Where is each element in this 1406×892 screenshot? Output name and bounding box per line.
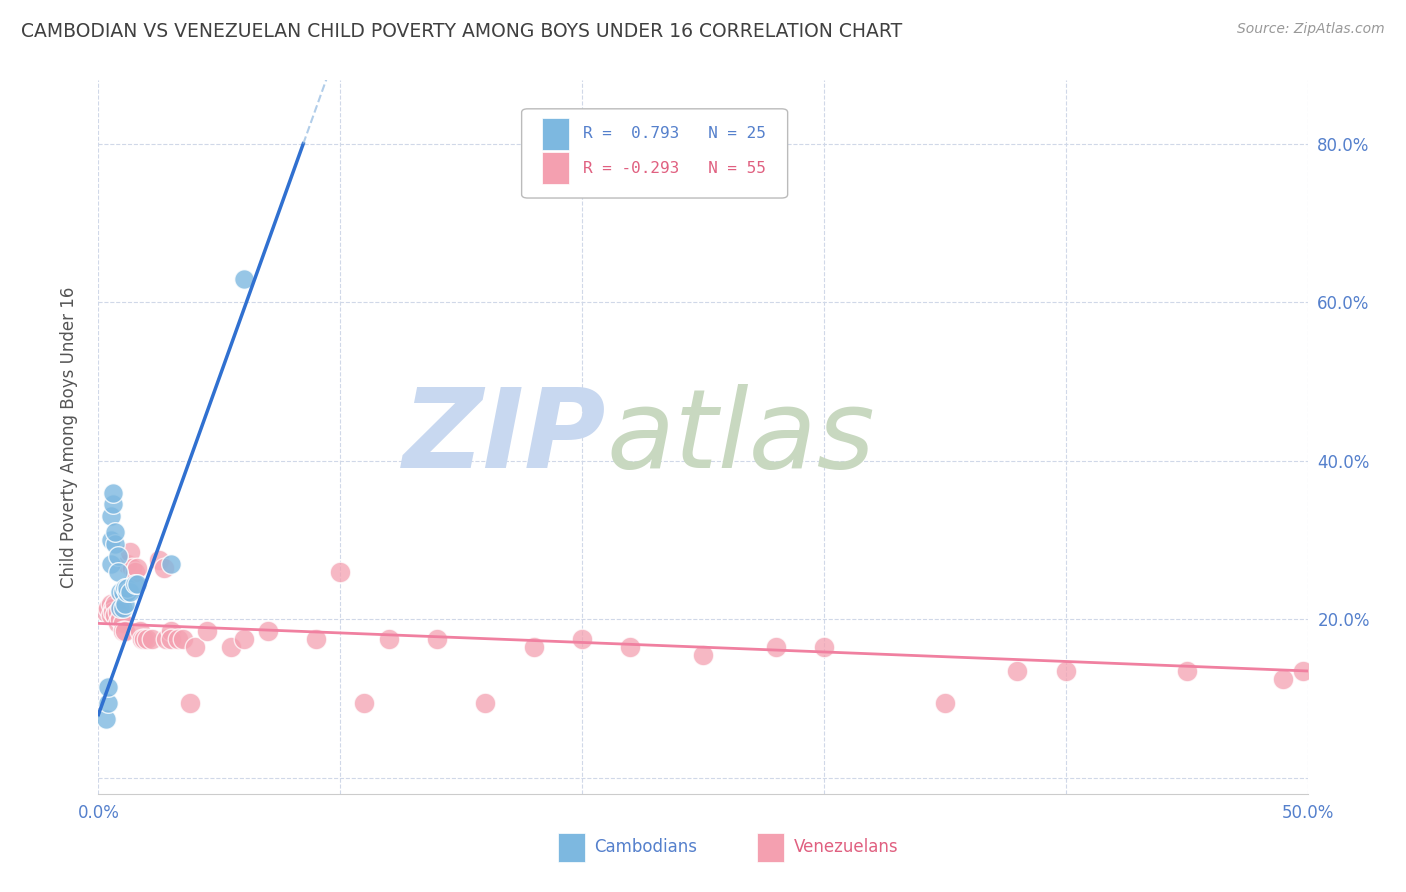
Point	[101, 485, 124, 500]
Point	[571, 632, 593, 647]
Point	[104, 597, 127, 611]
Point	[134, 632, 156, 647]
FancyBboxPatch shape	[758, 833, 785, 862]
Point	[101, 498, 124, 512]
Point	[94, 712, 117, 726]
Point	[148, 553, 170, 567]
Point	[155, 632, 177, 647]
Point	[127, 576, 149, 591]
Point	[377, 632, 399, 647]
Point	[256, 624, 278, 639]
Point	[117, 584, 139, 599]
Point	[114, 624, 136, 639]
Point	[107, 616, 129, 631]
Point	[100, 557, 122, 571]
FancyBboxPatch shape	[522, 109, 787, 198]
Point	[426, 632, 449, 647]
Point	[353, 696, 375, 710]
Point	[1054, 664, 1077, 678]
Point	[104, 608, 127, 623]
Point	[160, 624, 183, 639]
Point	[97, 600, 120, 615]
FancyBboxPatch shape	[543, 152, 569, 184]
Point	[131, 632, 153, 647]
Point	[305, 632, 328, 647]
Point	[108, 612, 131, 626]
Point	[124, 576, 146, 591]
Point	[1007, 664, 1029, 678]
Point	[121, 561, 143, 575]
Point	[97, 680, 120, 694]
Point	[104, 537, 127, 551]
Point	[108, 584, 131, 599]
Text: Cambodians: Cambodians	[595, 838, 697, 856]
Text: Venezuelans: Venezuelans	[794, 838, 898, 856]
Point	[104, 525, 127, 540]
Point	[329, 565, 352, 579]
Point	[221, 640, 243, 655]
Point	[160, 632, 183, 647]
Text: CAMBODIAN VS VENEZUELAN CHILD POVERTY AMONG BOYS UNDER 16 CORRELATION CHART: CAMBODIAN VS VENEZUELAN CHILD POVERTY AM…	[21, 22, 903, 41]
Point	[160, 557, 183, 571]
Point	[100, 608, 122, 623]
Text: R = -0.293   N = 55: R = -0.293 N = 55	[583, 161, 766, 176]
Point	[128, 624, 150, 639]
Point	[101, 605, 124, 619]
Point	[1175, 664, 1198, 678]
Text: Source: ZipAtlas.com: Source: ZipAtlas.com	[1237, 22, 1385, 37]
Point	[1272, 672, 1295, 686]
Point	[94, 605, 117, 619]
Point	[692, 648, 714, 662]
Text: atlas: atlas	[606, 384, 875, 491]
Point	[1292, 664, 1315, 678]
Point	[111, 600, 134, 615]
Point	[474, 696, 496, 710]
Point	[97, 696, 120, 710]
Point	[117, 581, 139, 595]
Point	[232, 632, 254, 647]
Point	[100, 597, 122, 611]
Point	[114, 597, 136, 611]
Point	[111, 624, 134, 639]
FancyBboxPatch shape	[558, 833, 585, 862]
Point	[813, 640, 835, 655]
Point	[765, 640, 787, 655]
Point	[118, 584, 141, 599]
Point	[179, 696, 201, 710]
Text: ZIP: ZIP	[402, 384, 606, 491]
Point	[107, 565, 129, 579]
Point	[114, 581, 136, 595]
Point	[107, 605, 129, 619]
Point	[100, 509, 122, 524]
Y-axis label: Child Poverty Among Boys Under 16: Child Poverty Among Boys Under 16	[59, 286, 77, 588]
Point	[619, 640, 641, 655]
Point	[107, 549, 129, 563]
Point	[934, 696, 956, 710]
Point	[523, 640, 546, 655]
Point	[108, 600, 131, 615]
Point	[101, 600, 124, 615]
Point	[117, 557, 139, 571]
Point	[141, 632, 163, 647]
Point	[172, 632, 194, 647]
Point	[152, 561, 174, 575]
FancyBboxPatch shape	[543, 118, 569, 150]
Point	[111, 584, 134, 599]
Point	[100, 533, 122, 548]
Text: R =  0.793   N = 25: R = 0.793 N = 25	[583, 127, 766, 141]
Point	[184, 640, 207, 655]
Point	[124, 565, 146, 579]
Point	[167, 632, 190, 647]
Point	[118, 545, 141, 559]
Point	[195, 624, 218, 639]
Point	[111, 616, 134, 631]
Point	[127, 561, 149, 575]
Point	[135, 632, 157, 647]
Point	[232, 271, 254, 285]
